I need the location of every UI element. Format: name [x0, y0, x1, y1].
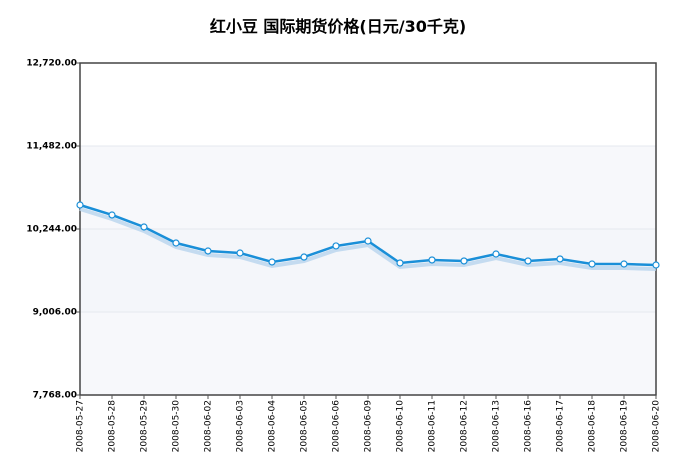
x-tick-label: 2008-06-11	[428, 400, 438, 452]
y-tick-label: 7,768.00	[33, 391, 77, 401]
point	[652, 261, 660, 269]
point	[588, 260, 596, 268]
point	[332, 242, 340, 250]
x-tick-label: 2008-06-19	[620, 400, 630, 453]
x-tick-label: 2008-06-05	[300, 400, 310, 452]
x-tick-label: 2008-06-20	[652, 400, 662, 453]
plot-band	[80, 63, 656, 146]
x-tick-label: 2008-06-13	[492, 400, 502, 452]
plot-band	[80, 146, 656, 229]
point	[396, 259, 404, 267]
point	[172, 239, 180, 247]
x-tick-label: 2008-05-28	[108, 400, 118, 453]
x-tick-label: 2008-06-16	[524, 400, 534, 453]
plot-band	[80, 312, 656, 395]
point	[108, 211, 116, 219]
point	[460, 257, 468, 265]
point	[428, 256, 436, 264]
y-tick-label: 11,482.00	[26, 142, 77, 152]
point	[492, 250, 500, 258]
x-tick-label: 2008-06-18	[588, 400, 598, 453]
line-shadow	[79, 207, 657, 272]
x-tick-label: 2008-05-29	[140, 400, 150, 453]
point	[268, 258, 276, 266]
point	[524, 257, 532, 265]
point	[140, 223, 148, 231]
x-tick-label: 2008-06-17	[556, 400, 566, 452]
point	[204, 247, 212, 255]
x-tick-label: 2008-06-04	[268, 400, 278, 453]
point	[620, 260, 628, 268]
y-tick-label: 12,720.00	[26, 59, 77, 69]
x-tick-label: 2008-06-10	[396, 400, 406, 453]
point	[364, 237, 372, 245]
x-tick-label: 2008-06-12	[460, 400, 470, 452]
x-tick-label: 2008-05-27	[76, 400, 86, 452]
x-tick-label: 2008-06-09	[364, 400, 374, 453]
x-tick-label: 2008-05-30	[172, 400, 182, 453]
y-tick-label: 10,244.00	[26, 225, 77, 235]
x-tick-label: 2008-06-03	[236, 400, 246, 452]
x-tick-label: 2008-06-02	[204, 400, 214, 452]
point	[236, 249, 244, 257]
x-tick-label: 2008-06-06	[332, 400, 342, 453]
point	[76, 201, 84, 209]
point	[556, 255, 564, 263]
chart-title: 红小豆 国际期货价格(日元/30千克)	[210, 17, 466, 36]
y-tick-label: 9,006.00	[33, 308, 77, 318]
point	[300, 253, 308, 261]
